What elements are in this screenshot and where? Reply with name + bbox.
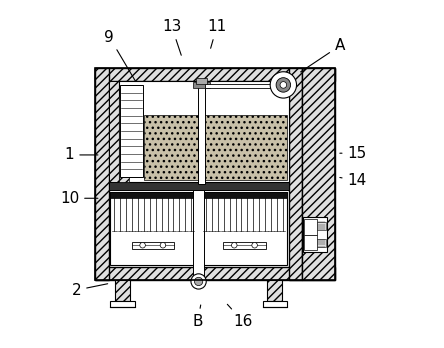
Bar [202,192,287,198]
Circle shape [231,243,237,248]
Bar [119,97,129,182]
Bar [95,68,109,280]
Bar [205,84,288,88]
Bar [95,68,335,81]
Text: B: B [193,305,203,329]
Bar [111,192,195,265]
Bar [304,219,317,235]
Bar [194,190,204,282]
Text: 15: 15 [340,146,367,161]
Bar [198,82,205,184]
Bar [119,81,289,182]
Bar [196,78,207,84]
Bar [193,82,210,88]
Bar [267,280,282,301]
Bar [303,218,327,252]
Text: A: A [301,38,345,72]
Circle shape [280,82,287,88]
Bar [202,192,287,265]
Circle shape [252,243,258,248]
Bar [262,301,287,307]
Bar [120,85,143,177]
Text: 2: 2 [71,283,107,298]
Bar [115,280,130,301]
Bar [223,242,266,249]
Bar [109,182,289,190]
Bar [317,222,326,230]
Bar [95,68,335,280]
Text: 10: 10 [60,191,98,206]
Text: 9: 9 [104,30,136,81]
Bar [95,267,335,280]
Text: 16: 16 [227,304,253,329]
Bar [109,81,119,182]
Bar [304,235,317,250]
Bar [144,115,287,181]
Circle shape [276,78,290,92]
Bar [289,68,302,280]
Circle shape [194,277,203,286]
Circle shape [140,243,145,248]
Text: 1: 1 [65,148,98,163]
Bar [111,192,195,198]
Circle shape [160,243,166,248]
Circle shape [191,274,206,289]
Bar [317,239,326,247]
Text: 11: 11 [207,19,226,48]
Bar [119,81,289,88]
Text: 13: 13 [162,19,182,55]
Circle shape [270,72,297,98]
Bar [302,68,335,280]
Bar [111,301,135,307]
Bar [131,242,174,249]
Text: 14: 14 [340,173,367,188]
